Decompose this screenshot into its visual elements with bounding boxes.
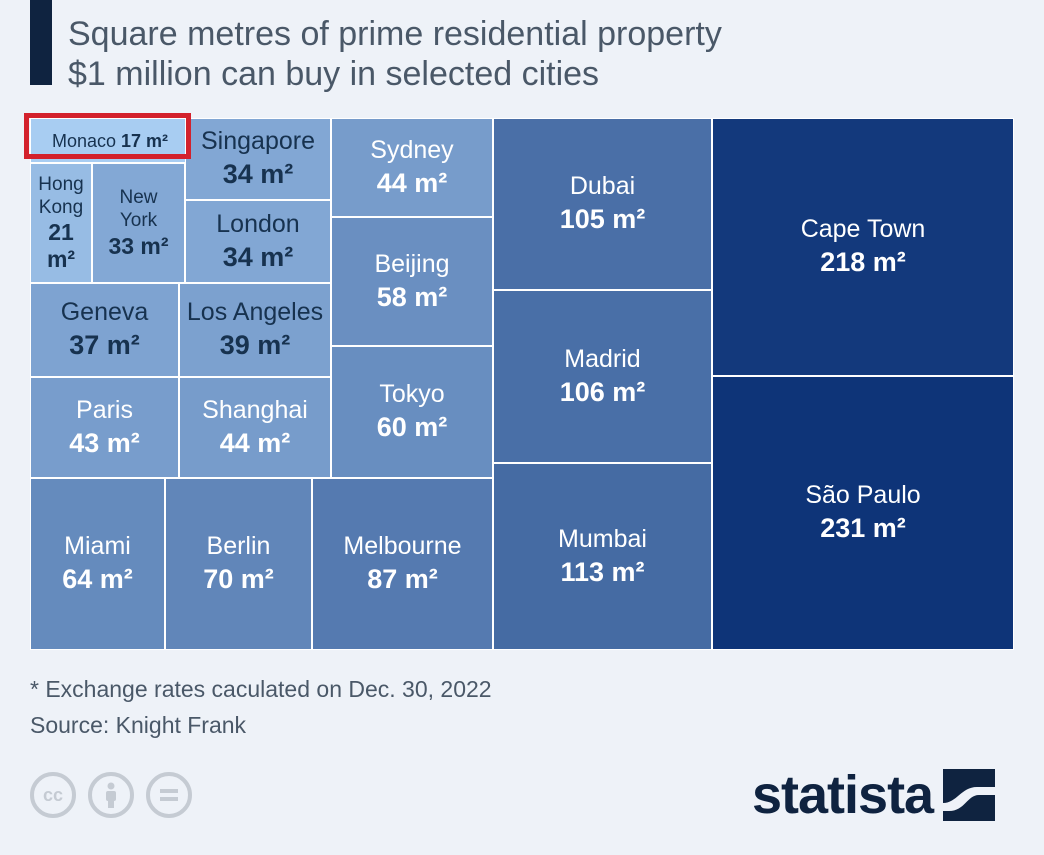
city-label: Madrid xyxy=(564,344,641,373)
footnote: * Exchange rates caculated on Dec. 30, 2… xyxy=(30,676,492,702)
treemap-cell-madrid: Madrid 106 m² xyxy=(493,290,712,463)
value-label: 44 m² xyxy=(376,167,448,198)
value-label: 218 m² xyxy=(820,247,906,277)
city-label: Miami xyxy=(64,532,131,560)
value-label: 105 m² xyxy=(559,204,646,234)
city-label: Melbourne xyxy=(343,532,462,560)
value-label: 37 m² xyxy=(69,330,140,360)
treemap-chart: Monaco 17 m² Hong Kong 21 m² New York 33 m² Singa… xyxy=(30,118,1014,650)
city-label: Shanghai xyxy=(202,395,308,424)
chart-title: Square metres of prime residential prope… xyxy=(68,14,1008,94)
treemap-cell-mumbai: Mumbai 113 m² xyxy=(493,463,712,650)
treemap-cell-london: London 34 m² xyxy=(185,200,331,283)
treemap-cell-singapore: Singapore 34 m² xyxy=(185,118,331,200)
city-label: Hong Kong xyxy=(38,174,84,218)
statista-logo[interactable]: statista xyxy=(752,764,996,826)
city-label: Berlin xyxy=(206,532,271,560)
city-label: Singapore xyxy=(201,127,315,155)
value-label: 33 m² xyxy=(108,233,169,259)
title-accent-bar xyxy=(30,0,52,85)
treemap-cell-hong-kong: Hong Kong 21 m² xyxy=(30,163,92,283)
city-label: Tokyo xyxy=(379,380,445,408)
city-label: Cape Town xyxy=(800,215,926,243)
value-label: 17 m² xyxy=(121,130,169,151)
treemap-cell-dubai: Dubai 105 m² xyxy=(493,118,712,290)
license-icons: cc xyxy=(30,772,192,818)
value-label: 39 m² xyxy=(219,330,291,360)
chart-title-line-1: Square metres of prime residential prope… xyxy=(68,15,722,53)
value-label: 106 m² xyxy=(559,376,646,407)
city-label: São Paulo xyxy=(805,481,921,509)
treemap-cell-sao-paulo: São Paulo 231 m² xyxy=(712,376,1014,650)
statista-logo-text: statista xyxy=(752,765,934,825)
city-label: Paris xyxy=(76,395,133,424)
treemap-cell-melbourne: Melbourne 87 m² xyxy=(312,478,493,650)
city-label: Beijing xyxy=(374,249,450,278)
city-label: Los Angeles xyxy=(186,298,324,326)
treemap-cell-miami: Miami 64 m² xyxy=(30,478,165,650)
treemap-cell-shanghai: Shanghai 44 m² xyxy=(179,377,331,478)
cc-icon[interactable]: cc xyxy=(30,772,76,818)
city-label: Geneva xyxy=(60,298,149,326)
value-label: 44 m² xyxy=(219,427,291,458)
value-label: 87 m² xyxy=(367,564,438,594)
treemap-cell-sydney: Sydney 44 m² xyxy=(331,118,493,217)
value-label: 34 m² xyxy=(222,241,294,272)
value-label: 231 m² xyxy=(820,513,906,543)
city-label: New York xyxy=(119,187,158,231)
no-derivatives-icon[interactable] xyxy=(146,772,192,818)
treemap-cell-berlin: Berlin 70 m² xyxy=(165,478,312,650)
city-label: Dubai xyxy=(569,172,636,200)
treemap-cell-beijing: Beijing 58 m² xyxy=(331,217,493,346)
statista-logo-mark-icon xyxy=(943,769,996,821)
city-label: Mumbai xyxy=(558,524,647,553)
treemap-cell-new-york: New York 33 m² xyxy=(92,163,185,283)
treemap-cell-los-angeles: Los Angeles 39 m² xyxy=(179,283,331,377)
chart-title-line-2: $1 million can buy in selected cities xyxy=(68,55,600,93)
city-label: Sydney xyxy=(370,135,454,164)
treemap-cell-paris: Paris 43 m² xyxy=(30,377,179,478)
value-label: 34 m² xyxy=(222,159,294,189)
treemap-cell-tokyo: Tokyo 60 m² xyxy=(331,346,493,478)
attribution-icon[interactable] xyxy=(88,772,134,818)
city-label: Monaco xyxy=(51,130,116,151)
value-label: 60 m² xyxy=(376,412,448,442)
monaco-highlight-box xyxy=(24,113,191,159)
value-label: 113 m² xyxy=(560,556,645,587)
value-label: 58 m² xyxy=(376,281,448,312)
source-note: Source: Knight Frank xyxy=(30,712,247,738)
value-label: 21 m² xyxy=(46,219,76,272)
treemap-cell-geneva: Geneva 37 m² xyxy=(30,283,179,377)
value-label: 64 m² xyxy=(62,564,133,594)
city-label: London xyxy=(216,209,300,238)
value-label: 43 m² xyxy=(69,427,140,458)
value-label: 70 m² xyxy=(203,564,274,594)
treemap-cell-cape-town: Cape Town 218 m² xyxy=(712,118,1014,376)
